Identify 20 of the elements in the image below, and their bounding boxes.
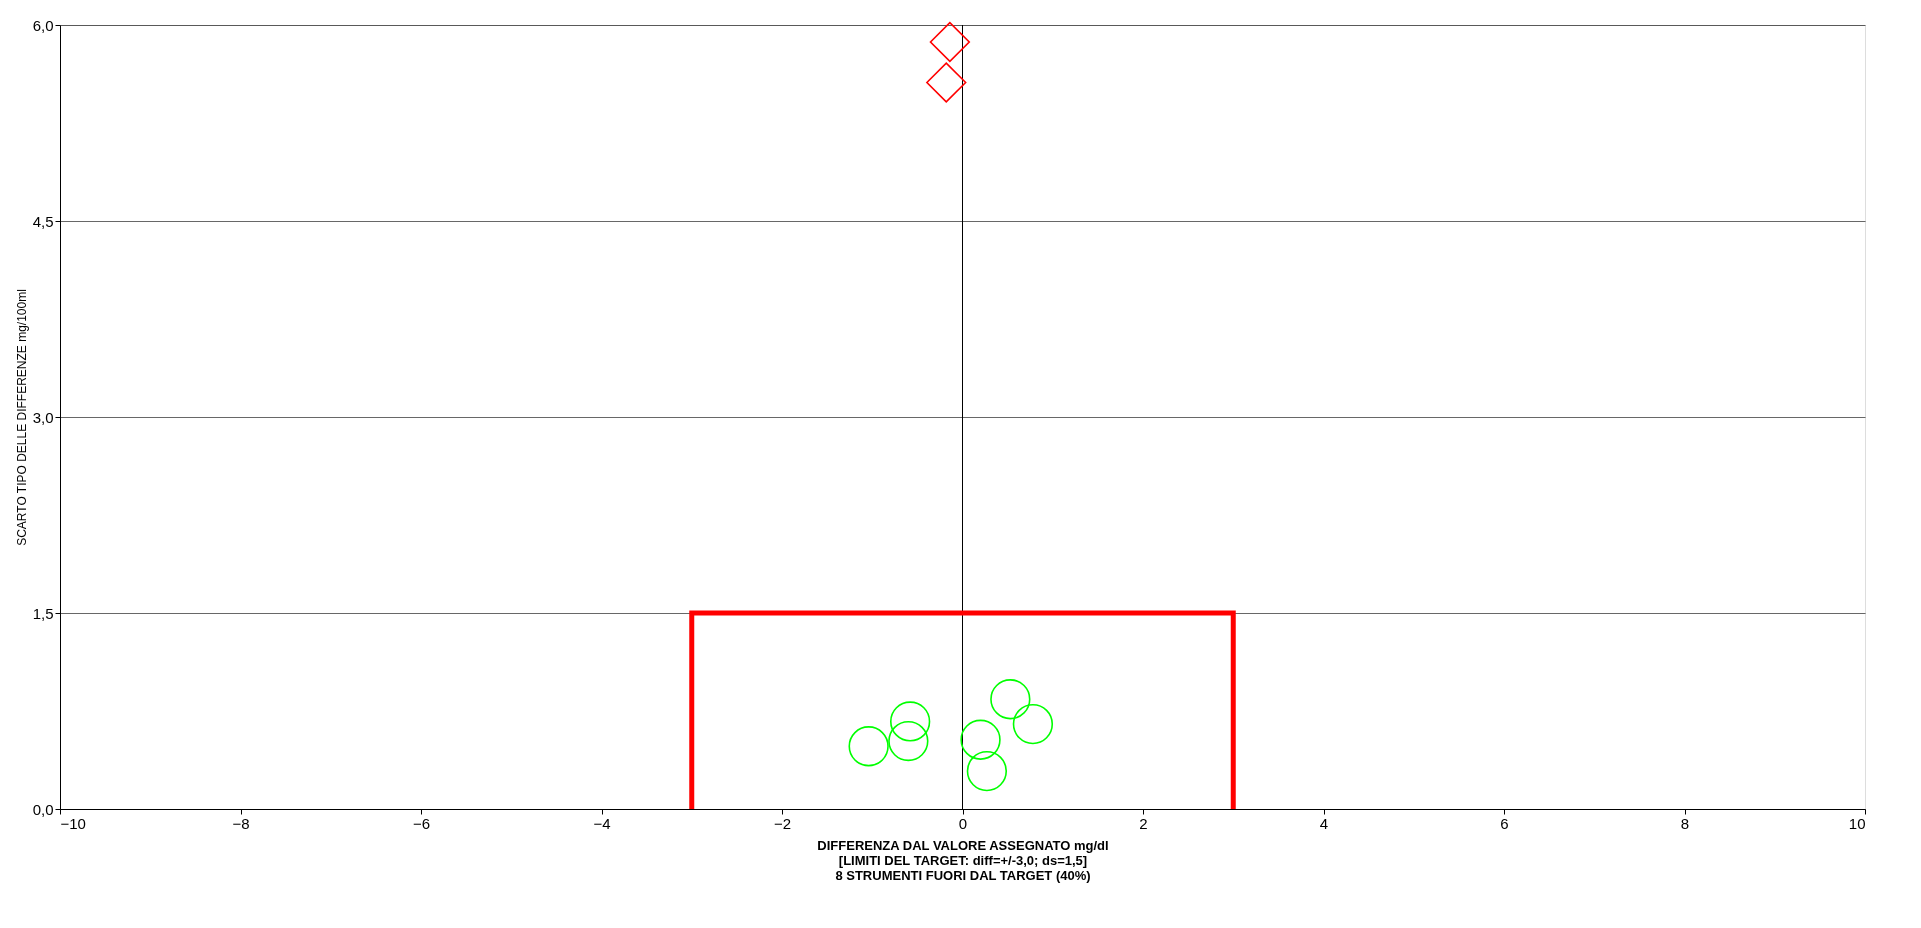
- x-tick-label: 6: [1500, 814, 1509, 832]
- x-tick-label: 4: [1319, 814, 1329, 832]
- x-tick-label: −4: [593, 814, 611, 832]
- text: [LIMITI DEL TARGET: diff=+/-3,0; ds=1,5]: [838, 852, 1088, 868]
- y-tick-label: 4,5: [32, 212, 54, 230]
- y-tick-label: 1,5: [32, 604, 54, 622]
- y-tick-label: 6,0: [32, 16, 54, 34]
- x-tick-label: −10: [60, 814, 86, 832]
- y-tick-label: 0,0: [32, 800, 54, 818]
- x-tick-label: 0: [958, 814, 968, 832]
- text: 8 STRUMENTI FUORI DAL TARGET (40%): [835, 867, 1091, 883]
- x-axis-title: DIFFERENZA DAL VALORE ASSEGNATO mg/dl: [817, 837, 1109, 853]
- x-tick-label: 10: [1848, 814, 1866, 832]
- x-tick-label: −6: [412, 814, 431, 832]
- x-tick-label: 2: [1139, 814, 1148, 832]
- y-tick-label: 3,0: [32, 408, 54, 426]
- x-tick-label: 8: [1680, 814, 1690, 832]
- y-axis-title: SCARTO TIPO DELLE DIFFERENZE mg/100ml: [14, 289, 29, 546]
- x-tick-label: −2: [773, 814, 792, 832]
- x-tick-label: −8: [232, 814, 250, 832]
